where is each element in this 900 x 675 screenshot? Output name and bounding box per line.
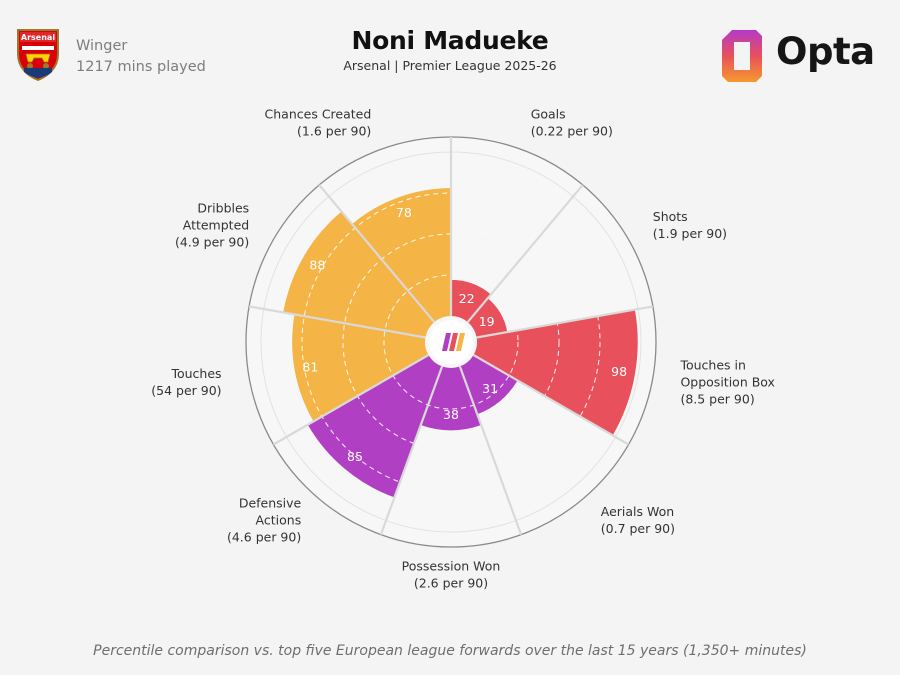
radar-bar-possession-won	[420, 366, 482, 431]
radar-category-per90: (0.7 per 90)	[601, 521, 675, 536]
radar-category-label: Possession Won (2.6 per 90)	[402, 559, 501, 591]
radar-category-label: Dribbles Attempted (4.9 per 90)	[175, 201, 249, 250]
radar-spoke	[379, 366, 444, 536]
chart-title: Noni Madueke	[351, 26, 549, 55]
radar-category-label: Defensive Actions (4.6 per 90)	[227, 495, 302, 544]
radar-category-per90: (4.6 per 90)	[227, 529, 301, 544]
radar-bar-chances-created	[352, 188, 451, 323]
radar-spoke	[248, 305, 426, 339]
radar-spoke	[458, 366, 523, 536]
radar-bar-goals	[451, 279, 491, 323]
radar-bar-shots	[467, 298, 508, 338]
center-logo-slash	[449, 333, 458, 351]
radar-bar-dribbles-attempted	[283, 211, 435, 338]
radar-bar-touches-in-opposition-box	[473, 309, 638, 436]
radar-spoke	[272, 354, 430, 446]
center-logo-slash	[456, 333, 465, 351]
radar-bars	[283, 188, 638, 498]
radar-category-label: Goals (0.22 per 90)	[531, 107, 613, 139]
radar-value-label: 85	[347, 449, 363, 464]
radar-category-per90: (1.6 per 90)	[297, 124, 371, 139]
opta-logo: Opta	[718, 26, 875, 86]
footnote: Percentile comparison vs. top five Europ…	[93, 643, 807, 659]
radar-value-label: 22	[459, 291, 475, 306]
radar-category-label: Touches in Opposition Box (8.5 per 90)	[679, 357, 775, 406]
chart-subtitle: Arsenal | Premier League 2025-26	[343, 58, 557, 73]
radar-value-label: 81	[302, 359, 318, 374]
radar-value-label: 38	[443, 407, 459, 422]
radar-spoke	[476, 305, 654, 339]
radar-bar-defensive-actions	[307, 355, 443, 498]
opta-wordmark: Opta	[776, 30, 875, 73]
radar-value-label: 19	[479, 314, 495, 329]
radar-spoke	[318, 184, 436, 323]
radar-value-label: 88	[309, 257, 325, 272]
player-position: Winger	[76, 38, 128, 54]
radar-spokes	[248, 137, 654, 536]
radar-value-label: 31	[482, 381, 498, 396]
radar-bar-aerials-won	[459, 355, 518, 415]
club-crest-icon: Arsenal	[17, 29, 59, 82]
radar-category-label: Shots (1.9 per 90)	[653, 209, 727, 241]
radar-center-logo	[429, 320, 473, 364]
radar-category-per90: (2.6 per 90)	[414, 576, 488, 591]
radar-category-label: Chances Created (1.6 per 90)	[265, 107, 372, 139]
center-logo-slash	[442, 333, 451, 351]
radar-value-label: 78	[396, 205, 412, 220]
radar-category-per90: (4.9 per 90)	[175, 235, 249, 250]
radar-value-label: 98	[611, 364, 627, 379]
player-minutes: 1217 mins played	[76, 59, 206, 75]
crest-text: Arsenal	[21, 33, 55, 42]
player-meta: Winger 1217 mins played	[76, 36, 206, 78]
radar-value-labels: 22 19 98 31 38 85 81 88 78	[302, 205, 627, 464]
radar-category-per90: (54 per 90)	[151, 383, 221, 398]
radar-grid-ring	[301, 192, 601, 492]
radar-category-per90: (8.5 per 90)	[680, 391, 754, 406]
radar-spoke	[472, 354, 630, 446]
radar-bar-touches	[292, 314, 429, 422]
title-block: Noni Madueke Arsenal | Premier League 20…	[0, 26, 900, 73]
radar-category-label: Touches (54 per 90)	[151, 366, 221, 398]
radar-category-per90: (0.22 per 90)	[531, 124, 613, 139]
radar-category-label: Aerials Won (0.7 per 90)	[601, 504, 675, 536]
opta-mark-icon	[722, 30, 762, 82]
radar-spoke	[466, 184, 584, 323]
radar-category-per90: (1.9 per 90)	[653, 226, 727, 241]
radar-category-labels: Goals (0.22 per 90) Shots (1.9 per 90) Touch…	[151, 107, 775, 591]
